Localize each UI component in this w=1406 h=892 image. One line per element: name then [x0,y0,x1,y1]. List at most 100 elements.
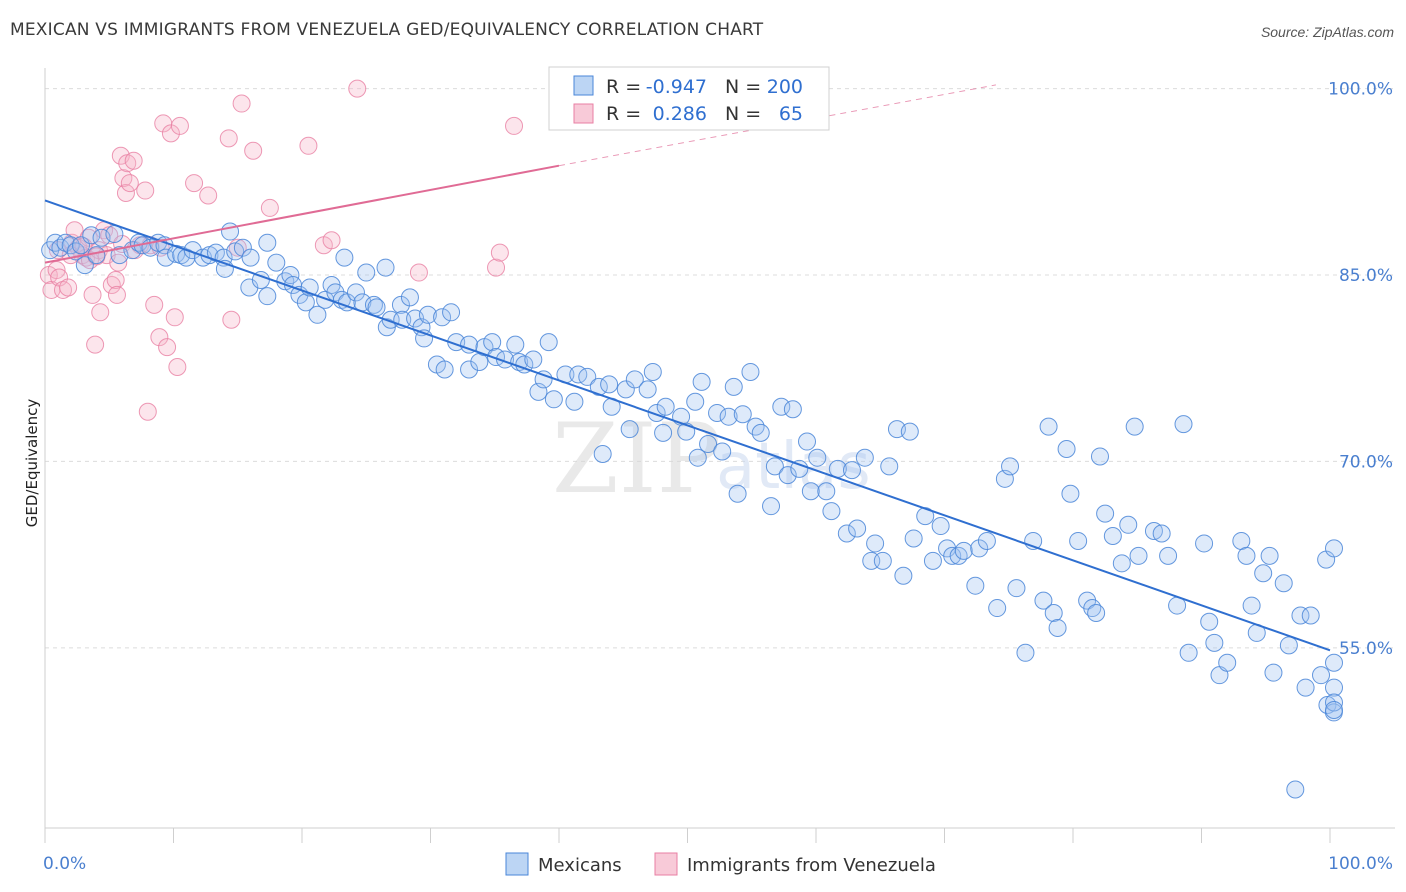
venezuela-point [348,79,367,98]
mexicans-point [544,390,563,409]
legend-box [548,66,830,131]
x-tick-label: 100.0% [1328,854,1393,874]
mexicans-point [460,335,479,354]
chart-title: MEXICAN VS IMMIGRANTS FROM VENEZUELA GED… [10,20,764,40]
mexicans-point [539,333,558,352]
mexicans-point [741,362,760,381]
mexicans-point [296,293,315,312]
mexicans-point [578,367,597,386]
mexicans-point [699,435,718,454]
watermark-zip: ZIP [552,403,721,515]
mexicans-point [1001,457,1020,476]
grid-layer [45,88,1395,649]
mexicans-point [1325,653,1343,672]
venezuela-point [244,141,263,160]
y-tick-label: 85.0% [1339,266,1393,286]
venezuela-point [136,181,155,200]
mexicans-point [433,308,452,327]
mexicans-point [258,233,277,252]
legend-r-value-1: -0.947 [646,76,707,98]
mexicans-point [866,534,885,553]
mexicans-point [808,448,827,467]
mexicans-point [1125,417,1144,436]
bottom-legend-swatch-venezuela [654,852,678,876]
mexicans-point [565,392,584,411]
legend-n-label-2: N = [725,103,761,125]
venezuela-point [170,116,189,135]
mexicans-point [798,432,817,451]
mexicans-point [643,362,662,381]
mexicans-point [600,375,619,394]
mexicans-point [765,457,784,476]
mexicans-point [880,457,899,476]
venezuela-point [59,278,78,297]
mexicans-point [1291,606,1310,625]
y-tick-label: 70.0% [1339,452,1393,472]
venezuela-point [490,243,509,262]
venezuela-point [91,303,110,322]
mexicans-point [75,256,94,275]
mexicans-point [267,253,286,272]
mexicans-point [625,370,644,389]
bottom-legend-mexicans: Mexicans [538,855,622,876]
mexicans-point [778,466,797,485]
mexicans-point [1296,678,1315,697]
venezuela-point [409,263,428,282]
venezuela-point [487,258,506,277]
mexicans-point [332,290,351,309]
venezuela-point [79,228,98,247]
y-axis-label: GED/Equivalency [23,399,41,528]
mexicans-point [258,287,277,306]
mexicans-point [308,305,327,324]
mexicans-point [1039,417,1058,436]
mexicans-point [943,546,962,565]
mexicans-point [790,459,809,478]
mexicans-point [1152,524,1171,543]
series-mexicans-points [41,222,1343,799]
venezuela-point [505,116,524,135]
mexicans-point [326,283,345,302]
mexicans-point [954,541,973,560]
venezuela-point [65,221,84,240]
mexicans-point [970,539,989,558]
venezuela-point [109,253,128,272]
mexicans-point [977,531,996,550]
mexicans-point [708,403,727,422]
mexicans-point [418,305,437,324]
mexicans-point [801,482,820,501]
mexicans-point [1264,663,1283,682]
venezuela-point [83,285,102,304]
mexicans-point [1103,526,1122,545]
venezuela-point [299,136,318,155]
venezuela-point [107,285,126,304]
bottom-legend-venezuela: Immigrants from Venezuela [687,855,936,876]
mexicans-point [724,377,743,396]
venezuela-point [168,357,187,376]
mexicans-point [1007,579,1026,598]
venezuela-point [116,184,135,203]
mexicans-point [904,529,923,548]
mexicans-point [873,551,892,570]
mexicans-point [842,461,861,480]
mexicans-point [988,599,1007,618]
mexicans-point [391,295,410,314]
y-tick-label: 100.0% [1328,80,1393,100]
mexicans-point [822,502,841,521]
mexicans-point [949,546,968,565]
legend-r-value-2: 0.286 [653,103,707,125]
venezuela-point [145,295,164,314]
mexicans-point [233,238,252,257]
venezuela-point [106,271,125,290]
mexicans-point [1325,700,1343,719]
mexicans-point [435,360,454,379]
venezuela-point [322,231,341,250]
legend-r-label-2: R = [606,103,641,125]
mexicans-point [364,295,383,314]
mexicans-point [923,551,942,570]
mexicans-point [1286,780,1305,799]
mexicans-point [1159,546,1178,565]
mexicans-point [524,350,543,369]
mexicans-point [534,370,553,389]
mexicans-point [713,442,732,461]
